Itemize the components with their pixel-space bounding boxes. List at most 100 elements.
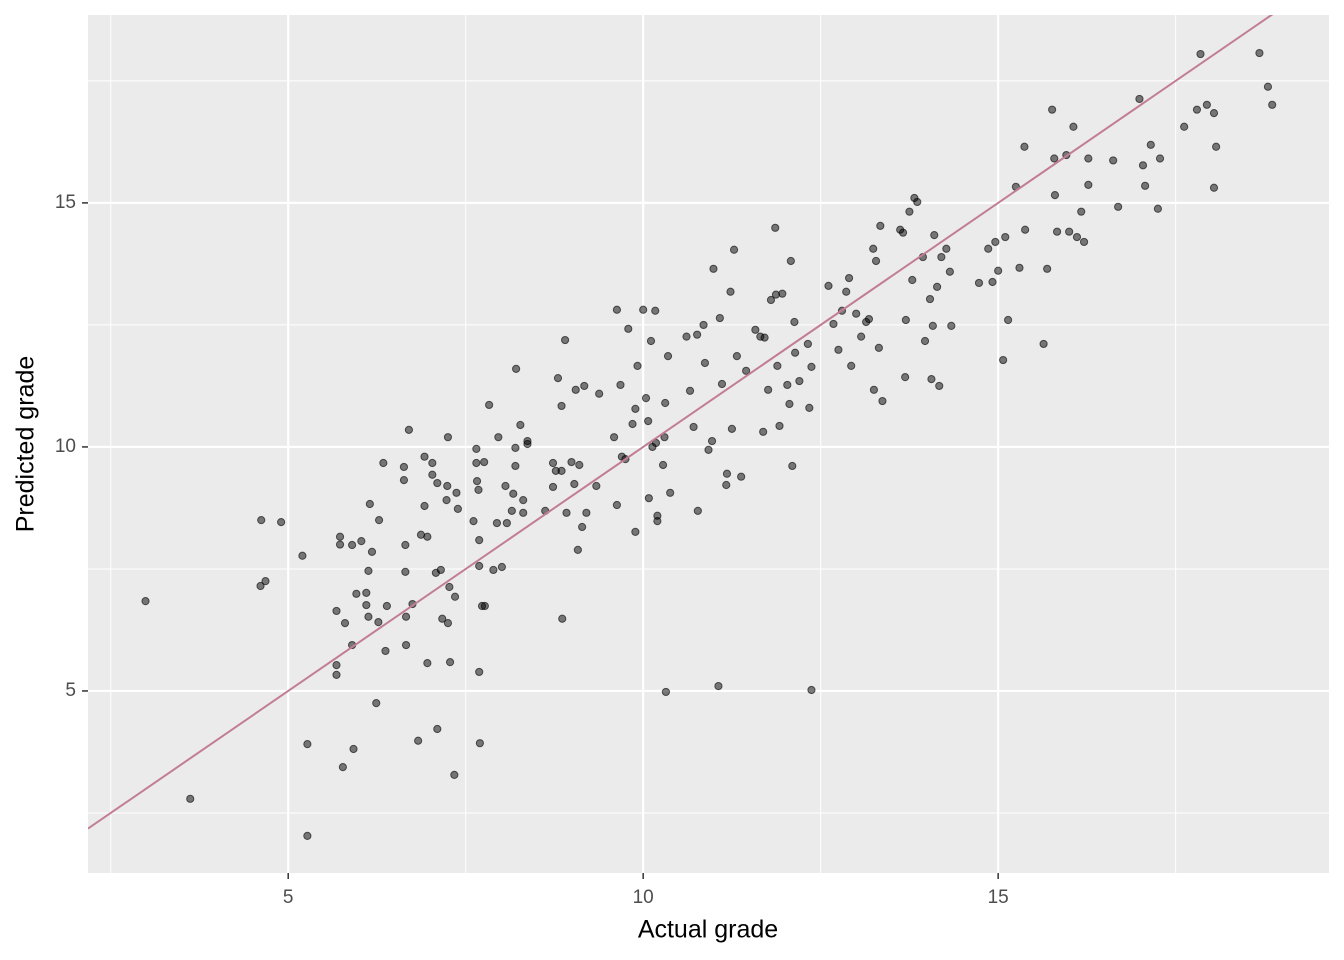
point (704, 445, 713, 454)
point (332, 606, 341, 616)
y-tick-label: 15 (55, 192, 76, 213)
point (516, 420, 525, 430)
point (1153, 204, 1163, 213)
point (791, 348, 800, 357)
point (494, 433, 503, 442)
point (737, 472, 746, 481)
point (1202, 100, 1211, 109)
point (509, 489, 518, 498)
point (362, 588, 371, 597)
point (714, 681, 723, 691)
point (1021, 225, 1030, 234)
point (595, 389, 604, 398)
point (871, 256, 881, 266)
point (445, 582, 454, 592)
point (450, 592, 460, 601)
point (557, 466, 566, 475)
point (644, 416, 653, 426)
point (580, 381, 589, 391)
point (443, 433, 453, 442)
point (436, 565, 445, 575)
point (984, 244, 993, 253)
point (715, 313, 724, 323)
point (573, 545, 582, 555)
point (631, 404, 640, 413)
point (433, 478, 442, 488)
point (920, 336, 930, 346)
plot-area (88, 15, 1277, 841)
point (420, 501, 429, 511)
point (771, 223, 780, 232)
point (1209, 183, 1219, 192)
point (666, 488, 675, 497)
y-tick-label: 10 (55, 436, 76, 457)
point (764, 385, 773, 394)
point (519, 508, 528, 517)
point (567, 457, 576, 467)
point (1050, 190, 1060, 200)
point (660, 433, 669, 442)
point (578, 522, 587, 532)
point (303, 740, 312, 749)
point (338, 762, 347, 772)
point (651, 438, 661, 448)
point (374, 618, 383, 627)
point (364, 566, 373, 575)
point (335, 532, 345, 541)
point (788, 461, 797, 471)
point (560, 335, 570, 345)
point (937, 252, 946, 262)
point (298, 551, 307, 560)
point (349, 744, 358, 754)
point (362, 600, 371, 610)
point (999, 355, 1008, 365)
point (381, 646, 390, 656)
point (785, 399, 794, 409)
point (658, 460, 668, 470)
point (824, 281, 833, 290)
point (1004, 315, 1013, 325)
point (1255, 48, 1264, 58)
point (401, 540, 410, 550)
point (548, 458, 558, 468)
point (1039, 339, 1048, 349)
point (609, 433, 619, 442)
point (519, 496, 528, 505)
point (945, 267, 954, 276)
point (256, 581, 265, 591)
point (1084, 180, 1093, 189)
point (257, 516, 266, 525)
point (663, 352, 673, 361)
point (933, 282, 942, 291)
x-axis-title: Actual grade (638, 916, 778, 944)
point (1069, 122, 1078, 131)
point (693, 506, 702, 515)
point (947, 321, 956, 330)
point (898, 228, 908, 237)
point (742, 366, 751, 375)
point (778, 289, 787, 298)
point (401, 612, 411, 621)
point (1079, 237, 1089, 247)
point (646, 336, 656, 346)
point (988, 277, 997, 287)
point (727, 424, 737, 433)
point (805, 403, 814, 412)
point (1050, 154, 1059, 163)
point (661, 687, 671, 697)
point (511, 461, 520, 471)
point (374, 516, 384, 525)
point (474, 485, 483, 494)
point (759, 427, 768, 436)
point (834, 345, 843, 354)
point (512, 364, 521, 373)
point (1141, 181, 1150, 190)
point (803, 339, 812, 349)
point (847, 361, 856, 371)
point (472, 458, 481, 468)
point (651, 306, 660, 315)
point (1077, 207, 1086, 216)
point (492, 518, 502, 528)
point (445, 658, 455, 667)
